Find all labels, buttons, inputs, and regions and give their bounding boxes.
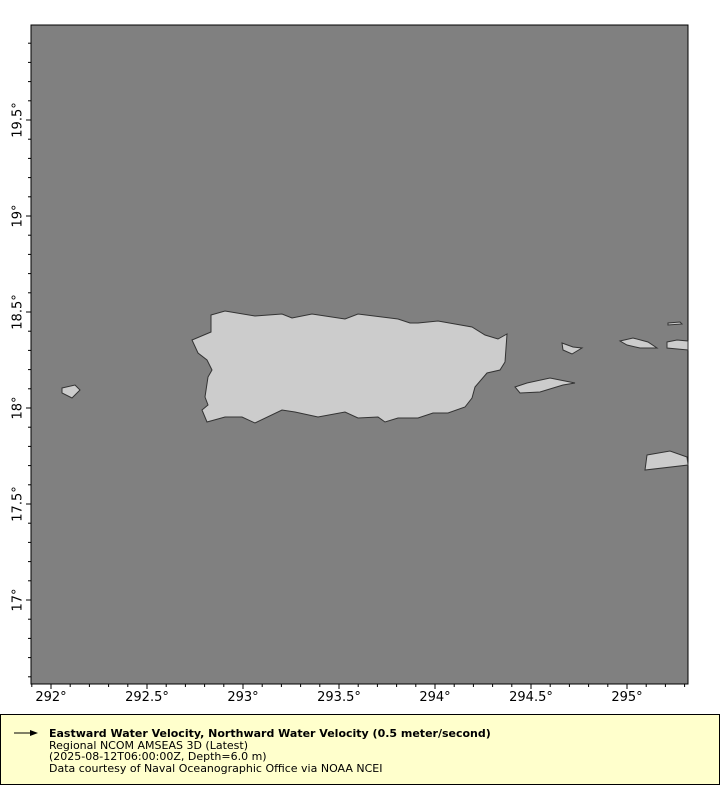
legend-time-depth: (2025-08-12T06:00:00Z, Depth=6.0 m): [49, 750, 267, 763]
y-tick-label: 18°: [10, 396, 26, 420]
map-plot: [26, 24, 689, 689]
mona-island: [61, 384, 81, 399]
legend-dataset: Regional NCOM AMSEAS 3D (Latest): [49, 738, 248, 752]
y-tick-label: 18.5°: [10, 294, 26, 330]
st-croix: [644, 450, 689, 471]
x-tick-label: 294°: [419, 690, 451, 705]
y-tick-label: 17°: [10, 588, 26, 612]
x-tick-label: 293.5°: [317, 690, 361, 705]
vector-arrow-icon: [14, 730, 38, 736]
y-tick-label: 19°: [10, 204, 26, 228]
x-tick-label: 293°: [227, 690, 259, 705]
x-tick-label: 292.5°: [125, 690, 169, 705]
y-tick-label: 17.5°: [10, 486, 26, 522]
x-tick-label: 292°: [35, 690, 67, 705]
puerto-rico: [191, 310, 508, 424]
legend-credit: Data courtesy of Naval Oceanographic Off…: [49, 761, 383, 775]
y-tick-label: 19.5°: [10, 102, 26, 138]
st-john: [666, 339, 689, 351]
x-tick-label: 294.5°: [509, 690, 553, 705]
x-tick-label: 295°: [611, 690, 643, 705]
legend: Eastward Water Velocity, Northward Water…: [0, 714, 720, 785]
vieques: [514, 377, 576, 394]
culebra: [561, 342, 584, 355]
st-thomas: [618, 337, 659, 349]
legend-title: Eastward Water Velocity, Northward Water…: [49, 727, 491, 740]
axis-ticks: [26, 42, 686, 689]
tortola: [667, 321, 684, 326]
